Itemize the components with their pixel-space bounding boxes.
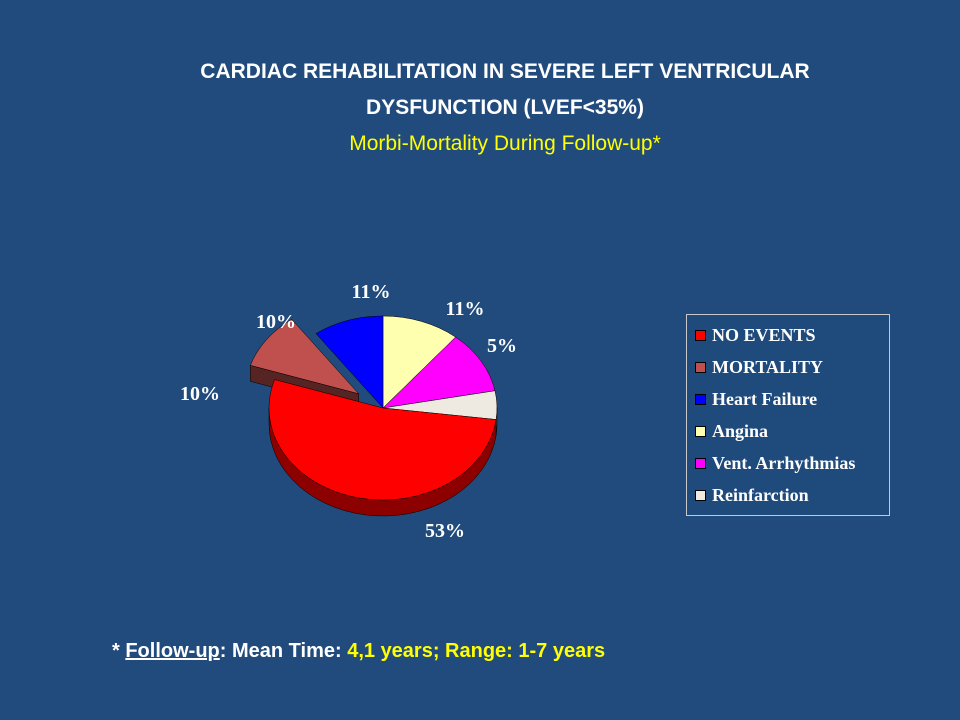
footnote-values: 4,1 years; Range: 1-7 years bbox=[347, 640, 606, 662]
chart-title-line2: DYSFUNCTION (LVEF<35%) bbox=[366, 96, 644, 119]
pie-slice-no-events bbox=[268, 379, 497, 501]
legend-item-no-events: NO EVENTS bbox=[687, 319, 889, 351]
legend-label: Angina bbox=[712, 420, 769, 441]
pie-slice-mortality bbox=[249, 319, 360, 395]
legend-swatch bbox=[695, 329, 706, 341]
legend-item-angina: Angina bbox=[687, 415, 889, 447]
chart-legend: NO EVENTS MORTALITY Heart Failure Angina… bbox=[686, 314, 890, 516]
legend-label: NO EVENTS bbox=[712, 324, 816, 345]
footnote-mean-time-label: : Mean Time: bbox=[219, 640, 348, 662]
title-block: CARDIAC REHABILITATION IN SEVERE LEFT VE… bbox=[0, 54, 960, 162]
pie-data-label: 53% bbox=[425, 520, 465, 542]
legend-swatch bbox=[695, 489, 706, 501]
pie-slice-vent-arrhythmias bbox=[382, 336, 496, 409]
footnote-term: Follow-up bbox=[125, 640, 220, 662]
pie-data-label: 10% bbox=[256, 311, 296, 333]
pie-slice-angina bbox=[382, 315, 457, 409]
pie-data-label: 5% bbox=[487, 335, 517, 357]
chart-subtitle: Morbi-Mortality During Follow-up* bbox=[349, 132, 661, 155]
legend-label: Heart Failure bbox=[712, 388, 818, 409]
legend-label: Vent. Arrhythmias bbox=[712, 452, 856, 473]
legend-swatch bbox=[695, 457, 706, 469]
footnote-star: * bbox=[112, 640, 126, 662]
pie-data-label: 11% bbox=[446, 298, 485, 320]
pie-slice-heart-failure bbox=[315, 315, 384, 409]
chart-title-line1: CARDIAC REHABILITATION IN SEVERE LEFT VE… bbox=[200, 60, 810, 83]
pie-data-label: 11% bbox=[352, 281, 391, 303]
footnote: * Follow-up: Mean Time: 4,1 years; Range… bbox=[112, 640, 605, 663]
legend-item-heart-failure: Heart Failure bbox=[687, 383, 889, 415]
pie-data-label: 10% bbox=[180, 383, 220, 405]
legend-swatch bbox=[695, 361, 706, 373]
legend-item-reinfarction: Reinfarction bbox=[687, 479, 889, 511]
legend-item-mortality: MORTALITY bbox=[687, 351, 889, 383]
legend-swatch bbox=[695, 393, 706, 405]
legend-item-vent-arrhythmias: Vent. Arrhythmias bbox=[687, 447, 889, 479]
legend-label: Reinfarction bbox=[712, 484, 809, 505]
legend-swatch bbox=[695, 425, 706, 437]
legend-label: MORTALITY bbox=[712, 356, 824, 377]
